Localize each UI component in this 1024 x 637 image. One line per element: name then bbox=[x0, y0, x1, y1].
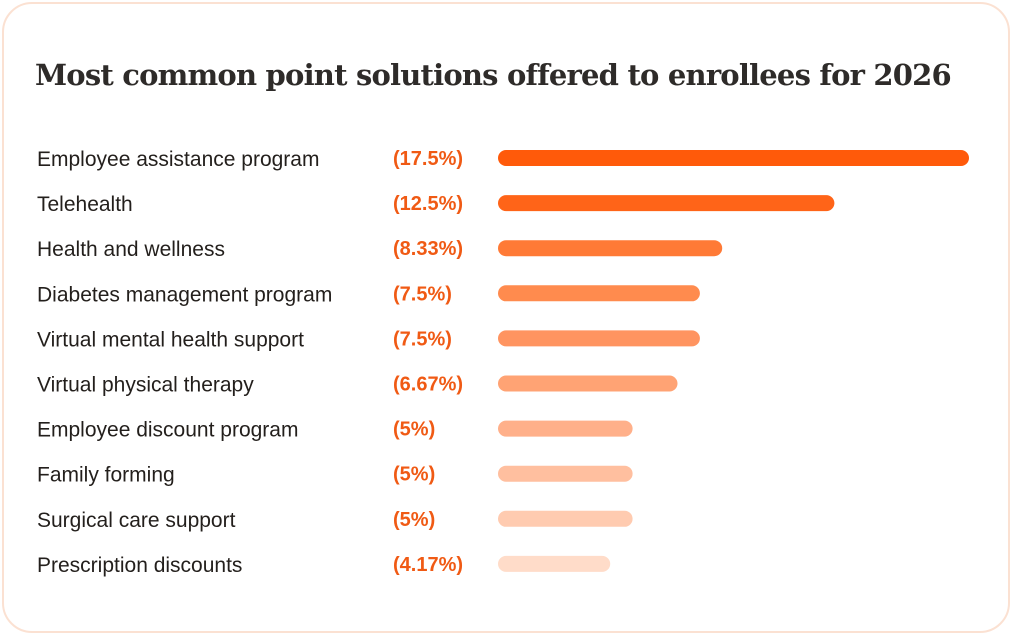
bar bbox=[498, 465, 633, 482]
value-label: (8.33%) bbox=[393, 238, 463, 260]
category-label: Family forming bbox=[37, 464, 175, 487]
bar bbox=[498, 510, 633, 527]
category-label: Virtual mental health support bbox=[37, 328, 304, 351]
category-label: Prescription discounts bbox=[37, 554, 242, 577]
bar bbox=[498, 285, 700, 302]
bar bbox=[498, 240, 723, 257]
category-label: Employee discount program bbox=[37, 419, 298, 442]
bar bbox=[498, 375, 678, 392]
bar bbox=[498, 195, 835, 212]
category-label: Employee assistance program bbox=[37, 148, 319, 171]
value-label: (5%) bbox=[393, 509, 435, 531]
category-label: Virtual physical therapy bbox=[37, 374, 254, 397]
bar bbox=[498, 420, 633, 437]
category-label: Surgical care support bbox=[37, 509, 236, 532]
value-label: (5%) bbox=[393, 419, 435, 441]
category-label: Telehealth bbox=[37, 193, 133, 216]
bar bbox=[498, 330, 700, 347]
value-label: (6.67%) bbox=[393, 374, 463, 396]
value-label: (7.5%) bbox=[393, 283, 452, 305]
category-label: Diabetes management program bbox=[37, 283, 332, 306]
bar bbox=[498, 555, 611, 572]
bar bbox=[498, 150, 969, 166]
category-label: Health and wellness bbox=[37, 238, 225, 261]
value-label: (12.5%) bbox=[393, 193, 463, 215]
chart-card bbox=[2, 2, 1010, 633]
value-label: (17.5%) bbox=[393, 148, 463, 170]
value-label: (4.17%) bbox=[393, 554, 463, 576]
value-label: (5%) bbox=[393, 464, 435, 486]
value-label: (7.5%) bbox=[393, 328, 452, 350]
chart-title: Most common point solutions offered to e… bbox=[35, 58, 952, 92]
